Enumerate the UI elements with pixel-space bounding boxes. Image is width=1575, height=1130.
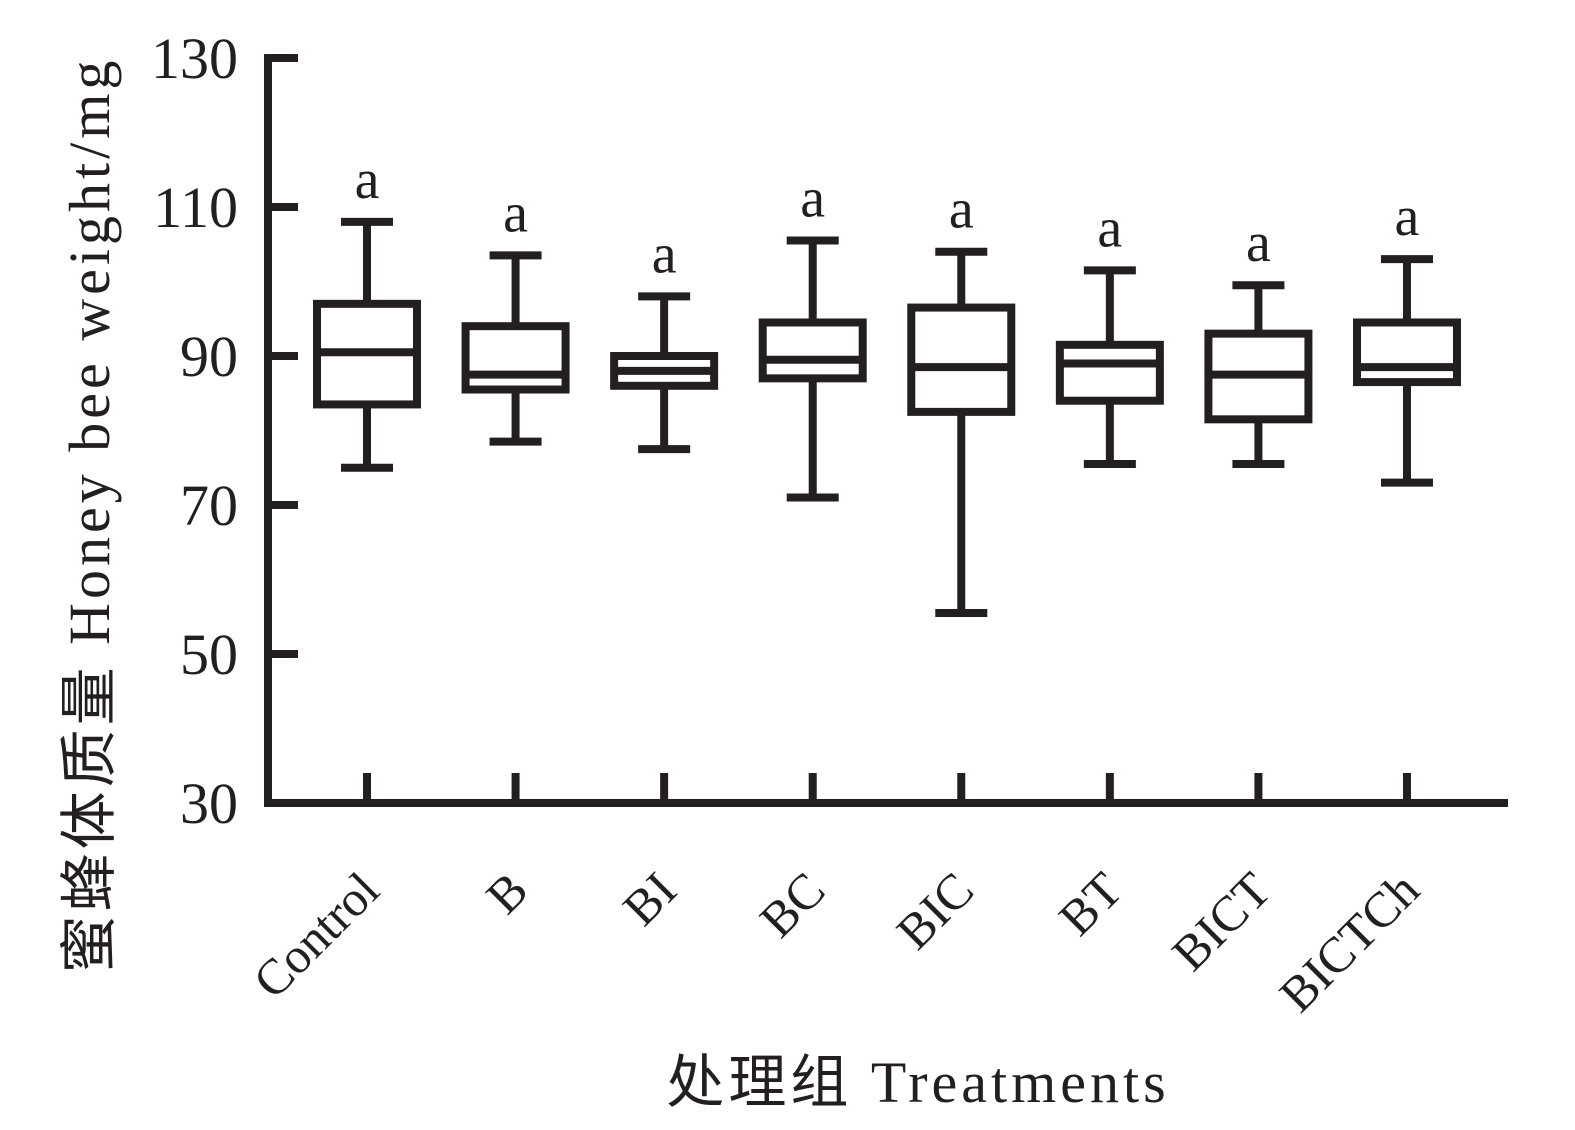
x-category-label: BICT: [1161, 861, 1281, 981]
significance-label: a: [355, 149, 380, 211]
significance-label: a: [503, 182, 528, 244]
x-category-label: BICTCh: [1268, 861, 1429, 1022]
box: [758, 318, 867, 383]
x-axis-title: 处理组 Treatments: [666, 1050, 1170, 1115]
x-category-label: BIC: [886, 861, 985, 960]
box: [1055, 340, 1164, 405]
significance-label: a: [652, 223, 677, 285]
box: [461, 322, 570, 394]
x-category-label: Control: [242, 861, 390, 1009]
y-axis-title: 蜜蜂体质量 Honey bee weight/mg: [57, 56, 122, 974]
x-category-label: BC: [749, 861, 836, 948]
x-category-label: BT: [1048, 861, 1133, 946]
y-tick-label: 50: [180, 622, 238, 687]
significance-label: a: [1246, 212, 1271, 274]
y-tick-label: 130: [151, 26, 238, 91]
x-category-label: B: [475, 861, 538, 924]
box: [907, 303, 1016, 416]
y-tick-label: 110: [153, 175, 238, 240]
significance-label: a: [949, 179, 974, 241]
box: [1352, 318, 1461, 387]
y-tick-label: 90: [180, 324, 238, 389]
x-category-label: BI: [612, 861, 687, 936]
y-tick-label: 70: [180, 473, 238, 538]
significance-label: a: [1395, 186, 1420, 248]
significance-label: a: [1097, 197, 1122, 259]
y-tick-label: 30: [180, 771, 238, 836]
significance-label: a: [800, 168, 825, 230]
